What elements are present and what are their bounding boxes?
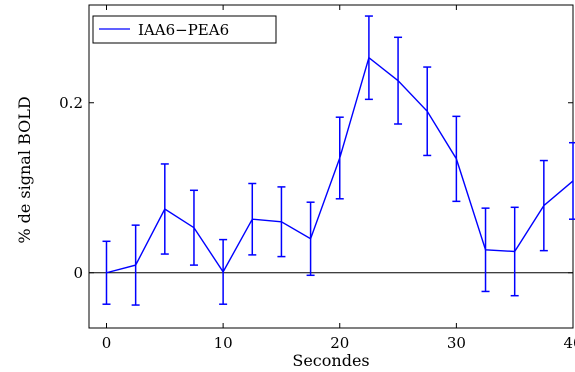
series-layer [102,15,575,306]
series-line [106,56,574,274]
series [102,15,575,306]
plot-frame [88,4,574,329]
x-tick-label: 20 [330,334,349,352]
x-tick-label: 30 [447,334,466,352]
x-tick-label: 40 [563,334,575,352]
y-axis-label: % de signal BOLD [15,96,34,243]
x-axis-label: Secondes [292,351,369,370]
y-tick-label: 0.2 [59,94,83,112]
legend-label: IAA6−PEA6 [138,21,229,39]
x-tick-label: 0 [102,334,112,352]
x-tick-label: 10 [214,334,233,352]
y-tick-label: 0 [73,264,83,282]
y-axis: 00.2 [59,94,573,282]
legend: IAA6−PEA6 [92,15,277,44]
x-axis: 0 10 20 30 40 [102,5,575,352]
